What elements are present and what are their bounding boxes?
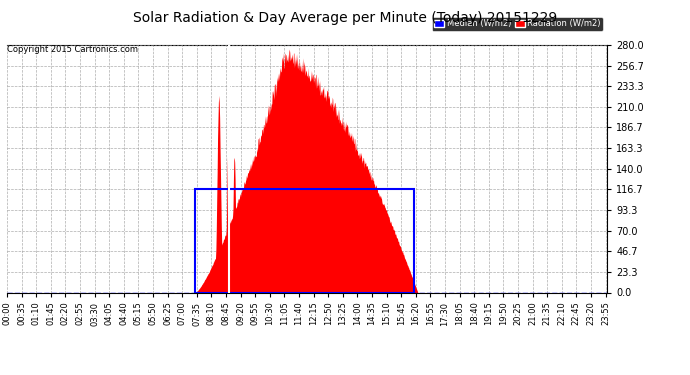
Text: Solar Radiation & Day Average per Minute (Today) 20151229: Solar Radiation & Day Average per Minute…: [133, 11, 557, 25]
Legend: Median (W/m2), Radiation (W/m2): Median (W/m2), Radiation (W/m2): [432, 17, 603, 31]
Bar: [195, 189, 413, 292]
Text: Copyright 2015 Cartronics.com: Copyright 2015 Cartronics.com: [7, 45, 138, 54]
